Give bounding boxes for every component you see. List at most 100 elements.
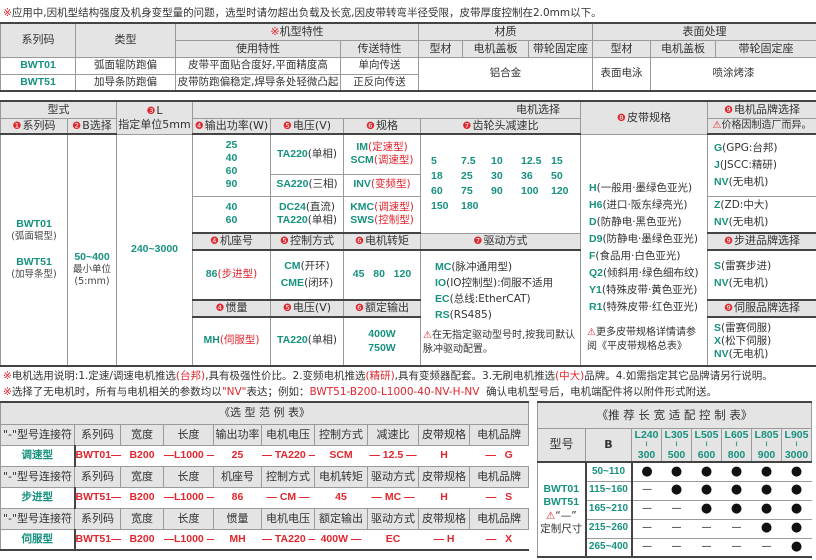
custom-dash: —	[721, 518, 752, 539]
label: (直流)	[305, 201, 336, 214]
voltage2-value: TA220(单相)	[270, 316, 344, 367]
label: (控制型)	[374, 214, 414, 227]
type: 加导条防跑偏	[75, 73, 176, 92]
example-value: — 12.5 —	[367, 444, 419, 467]
example-header: 长度	[163, 423, 214, 446]
custom-dash: —	[751, 537, 782, 558]
header-b: B	[585, 427, 632, 463]
example-header: 电机电压	[261, 423, 315, 446]
code: CME	[280, 276, 305, 289]
warning-icon: ⚠	[545, 509, 556, 522]
code: D9	[589, 232, 603, 245]
list-item: F(食品用·白色亚光)	[585, 248, 707, 265]
label: B选择	[82, 118, 112, 132]
fit-dot: ●	[691, 499, 722, 520]
code: TA220	[277, 214, 308, 227]
example-header: 机座号	[213, 465, 262, 488]
example-header: 宽度	[120, 423, 164, 446]
example-header: 电机转矩	[314, 465, 368, 488]
code: Y1	[589, 283, 602, 296]
recommend-table: 《推 荐 长 宽 适 配 控 制 表》 型号 B L240 ≀ 300 L305 ≀ 500 L…	[537, 401, 812, 558]
usage: 皮带平面贴合度好,平面精度高	[175, 56, 341, 75]
example-value: 25	[213, 444, 262, 467]
num: ❹	[194, 120, 204, 132]
example-row: 步进型 BWT51— B200 —L1000 —86— CM —45— MC — H — …	[0, 486, 529, 509]
series-values: BWT01 (弧面辊型) BWT51 (加导条型)	[0, 133, 68, 367]
mark: ※	[3, 386, 12, 398]
warning-icon: ⚠	[423, 329, 432, 341]
nv-note: ※选择了无电机时，所有与电机相关的参数均以"NV"表达；例如：BWT51-B20…	[3, 384, 717, 399]
gear-ratio: 7.5	[461, 154, 476, 167]
series-code: BWT51	[16, 256, 52, 269]
header-l-range: L805 ≀ 900	[751, 427, 782, 463]
num: ❹	[210, 236, 219, 247]
custom-dash: —	[691, 518, 722, 539]
t: 品牌。4.如需指定其它品牌请另行说明。	[584, 370, 773, 382]
range-sep: ≀	[795, 440, 798, 448]
label: (防静电·黑色亚光)	[596, 215, 682, 228]
label: (无电机)	[728, 276, 769, 289]
l-to: 300	[637, 448, 656, 461]
list-item: R1(特殊皮带·红色亚光)	[585, 299, 707, 316]
label: 皮带规格	[626, 110, 671, 124]
example-header: 系列码	[74, 423, 121, 446]
example-header: 控制方式	[314, 423, 368, 446]
num: ❼	[473, 235, 483, 247]
num-8: ❽	[617, 112, 626, 124]
brands-stepper: S(雷赛步进) NV(无电机)	[707, 249, 816, 301]
custom-dash: —	[631, 480, 662, 501]
belt-specs: H(一般用·墨绿色亚光) H6(进口·阪东绿亮光) D(防静电·黑色亚光) D9(防静…	[580, 133, 708, 367]
num: ❾	[724, 302, 733, 314]
header-model: 型号	[537, 427, 586, 463]
label: (RS485)	[449, 308, 492, 321]
inertia-value: MH(伺服型)	[192, 316, 271, 367]
b-values: 50~400 最小单位 (5:mm)	[67, 133, 117, 367]
list-item: Z(ZD:中大)	[714, 197, 816, 214]
code: KMC	[350, 201, 375, 214]
label: (单相)	[307, 334, 337, 347]
list-item: S(雷赛步进)	[714, 258, 816, 275]
header-l-range: L240 ≀ 300	[631, 427, 662, 463]
mark: ※	[3, 370, 12, 382]
voltage-dc: DC24(直流) TA220(单相)	[270, 195, 344, 234]
table-row: BWT51 加导条防跑偏 皮带防跑偏稳定,焊导条处轻微凸起 正反向传送	[0, 73, 816, 92]
l-from: L505	[694, 428, 719, 441]
list-item: D(防静电·黑色亚光)	[585, 214, 707, 231]
list-item: EC(总线:EtherCAT)	[435, 291, 580, 307]
drive-note: ⚠在无指定驱动型号时,按我司默认脉冲驱动配置。	[423, 329, 580, 357]
code: NV	[714, 216, 729, 229]
gear-ratio: 30	[491, 169, 503, 182]
header-voltage2: ❺电压(V)	[270, 299, 344, 318]
code: SWS	[350, 214, 375, 227]
example-header: "-"型号连接符	[0, 507, 75, 530]
label: 规格	[375, 118, 398, 132]
series-code: BWT01	[0, 56, 76, 75]
header-power: ❹输出功率(W)	[192, 117, 271, 135]
code: D	[589, 215, 597, 228]
header-usage: 使用特性	[175, 39, 341, 58]
l-from: L905	[784, 428, 809, 441]
b-unit2: (5:mm)	[74, 276, 110, 288]
example-header: 宽度	[120, 507, 164, 530]
fit-dot: ●	[721, 461, 752, 482]
example-value: H	[418, 486, 470, 509]
list-item: MC(脉冲通用型)	[435, 259, 580, 275]
list-item: NV(无电机)	[714, 275, 816, 292]
l-to: 500	[667, 448, 686, 461]
example-header: 系列码	[74, 507, 121, 530]
header-spec: ❻规格	[343, 117, 421, 135]
header-motor-cover: 电机盖板	[462, 39, 529, 58]
dc-powers: 40 60	[192, 195, 271, 234]
fit-dot: ●	[751, 518, 782, 539]
label: (调速型)	[373, 154, 414, 167]
gear-ratio: 180	[461, 199, 479, 212]
voltage-ta220: TA220(单相)	[270, 133, 344, 175]
example-header: 驱动方式	[367, 465, 419, 488]
header-control: ❺控制方式	[270, 232, 344, 251]
l-from: L240	[634, 428, 659, 441]
brands-ac: G(GPG:台邦) J(JSCC:精研) NV(无电机)	[707, 133, 816, 197]
example-header: 长度	[163, 507, 214, 530]
gear-ratio: 75	[461, 184, 473, 197]
series-desc: (加导条型)	[11, 269, 57, 281]
header-voltage: ❺电压(V)	[270, 117, 344, 135]
